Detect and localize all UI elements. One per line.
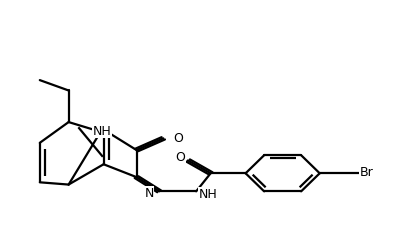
Text: N: N <box>145 187 154 200</box>
Text: O: O <box>175 151 185 164</box>
Text: Br: Br <box>360 166 373 179</box>
Text: O: O <box>173 132 183 145</box>
Text: NH: NH <box>198 188 217 200</box>
Text: NH: NH <box>93 125 112 138</box>
